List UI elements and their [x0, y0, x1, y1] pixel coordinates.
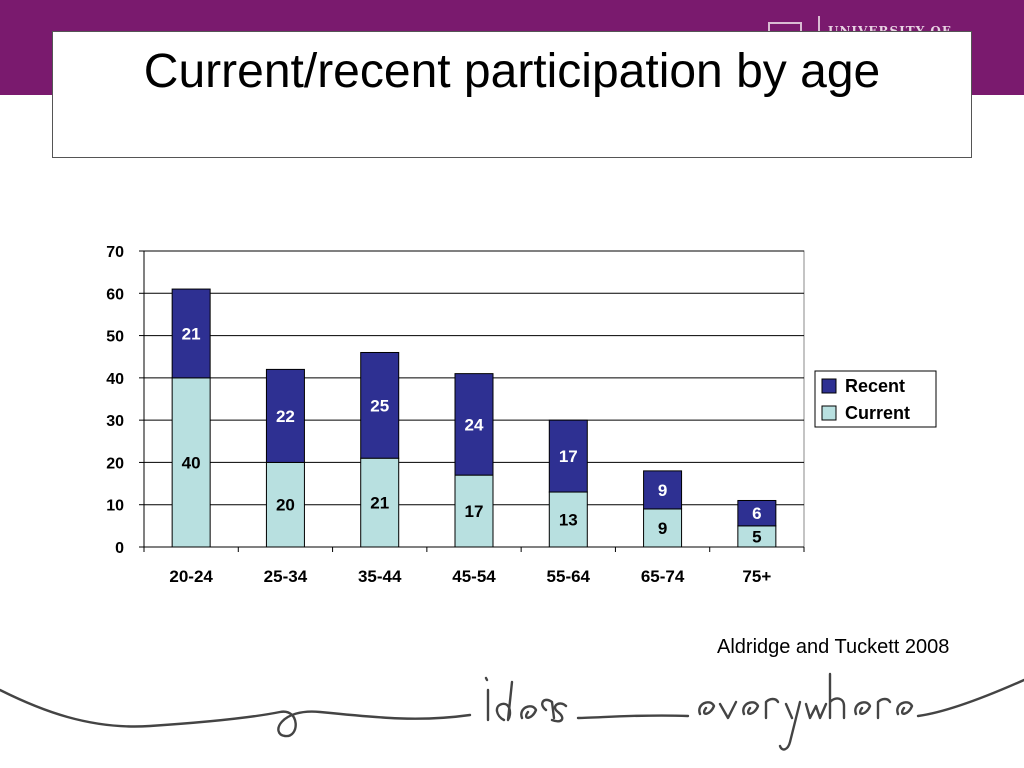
data-label-recent: 9	[658, 481, 667, 500]
bar-recent-75+	[737, 499, 777, 527]
y-tick-label: 60	[106, 286, 124, 303]
data-label-recent: 21	[182, 324, 201, 343]
y-tick-label: 20	[106, 455, 124, 472]
bar-recent-65-74	[643, 470, 683, 510]
data-label-recent: 17	[559, 447, 578, 466]
bar-current-20-24	[171, 377, 211, 548]
y-tick-label: 70	[106, 244, 124, 261]
bar-current-45-54	[454, 474, 494, 548]
data-label-current: 21	[370, 494, 389, 513]
data-label-recent: 24	[465, 415, 484, 434]
crest-icon	[768, 22, 802, 38]
bar-recent-45-54	[454, 373, 494, 476]
bar-recent-55-64	[548, 419, 588, 493]
x-tick-label: 45-54	[452, 567, 496, 586]
x-tick-label: 35-44	[358, 567, 402, 586]
data-label-current: 9	[658, 519, 667, 538]
legend-label-current: Current	[845, 403, 910, 423]
legend-swatch-recent	[821, 378, 837, 394]
citation: Aldridge and Tuckett 2008	[717, 636, 950, 658]
bar-current-65-74	[643, 508, 683, 548]
data-label-current: 20	[276, 496, 295, 515]
logo-divider	[818, 16, 820, 38]
stacked-bar-chart: 0 10 20 30 40 50 60 70 40 21 20-24 20 22 25-34 21 25 35-…	[106, 244, 937, 586]
data-label-current: 5	[752, 527, 761, 546]
bar-recent-20-24	[171, 288, 211, 379]
x-tick-label: 20-24	[169, 567, 213, 586]
y-tick-label: 0	[115, 540, 124, 557]
data-label-current: 40	[182, 453, 201, 472]
data-label-recent: 6	[752, 504, 761, 523]
x-tick-label: 65-74	[641, 567, 685, 586]
data-label-current: 17	[465, 502, 484, 521]
data-label-current: 13	[559, 511, 578, 530]
legend-swatch-current	[821, 405, 837, 421]
y-tick-label: 30	[106, 413, 124, 430]
legend-label-recent: Recent	[845, 376, 905, 396]
ideas-everywhere-logo	[0, 672, 1024, 751]
data-label-recent: 22	[276, 407, 295, 426]
x-tick-label: 55-64	[547, 567, 591, 586]
data-label-recent: 25	[370, 396, 389, 415]
y-tick-label: 50	[106, 329, 124, 346]
y-tick-label: 10	[106, 498, 124, 515]
x-tick-label: 75+	[742, 567, 771, 586]
bar-recent-25-34	[265, 368, 305, 463]
bar-recent-35-44	[360, 351, 400, 459]
slide-title: Current/recent participation by age	[143, 45, 881, 98]
y-tick-label: 40	[106, 371, 124, 388]
title-box: Current/recent participation by age	[52, 31, 972, 158]
x-tick-label: 25-34	[264, 567, 308, 586]
bar-current-55-64	[548, 491, 588, 548]
bar-current-35-44	[360, 457, 400, 548]
